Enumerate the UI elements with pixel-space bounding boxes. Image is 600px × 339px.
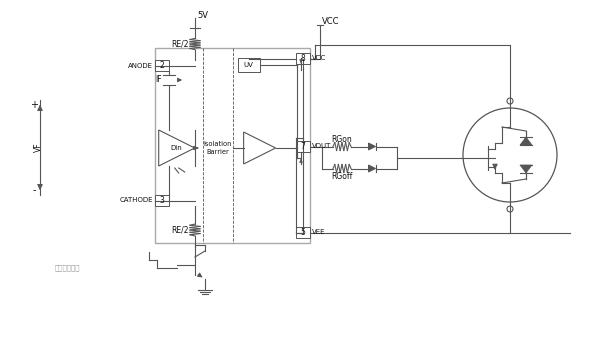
- Text: RGoff: RGoff: [331, 172, 353, 181]
- Polygon shape: [520, 165, 532, 173]
- Bar: [155, 60, 169, 71]
- Text: 8: 8: [301, 54, 305, 63]
- Bar: [296, 141, 310, 152]
- Text: 5V: 5V: [197, 12, 208, 20]
- Text: UV: UV: [244, 62, 253, 68]
- Text: 7: 7: [301, 142, 305, 151]
- Text: 5: 5: [301, 228, 305, 237]
- Polygon shape: [368, 165, 376, 172]
- Bar: [296, 53, 310, 64]
- Text: 2: 2: [160, 61, 164, 70]
- Text: RE/2: RE/2: [172, 225, 189, 235]
- Bar: [238, 58, 260, 72]
- Bar: [296, 227, 310, 238]
- Text: VOUT: VOUT: [312, 143, 331, 149]
- Text: RGon: RGon: [332, 135, 352, 144]
- Bar: [155, 48, 310, 243]
- Text: VF: VF: [34, 143, 43, 152]
- Text: RE/2: RE/2: [172, 40, 189, 48]
- Text: VCC: VCC: [312, 56, 326, 61]
- Text: 3: 3: [160, 196, 164, 205]
- Text: VCC: VCC: [322, 18, 340, 26]
- Polygon shape: [520, 137, 532, 145]
- Text: Din: Din: [171, 145, 182, 151]
- Polygon shape: [368, 143, 376, 150]
- Text: +: +: [30, 100, 38, 110]
- Text: IF: IF: [155, 76, 162, 84]
- Bar: [155, 195, 169, 206]
- Text: ANODE: ANODE: [128, 62, 153, 68]
- Text: -: -: [32, 185, 36, 195]
- Text: CATHODE: CATHODE: [119, 198, 153, 203]
- Text: VEE: VEE: [312, 230, 325, 236]
- Text: Isolation
Barrier: Isolation Barrier: [203, 141, 232, 155]
- Text: 数字控制信号: 数字控制信号: [55, 265, 80, 271]
